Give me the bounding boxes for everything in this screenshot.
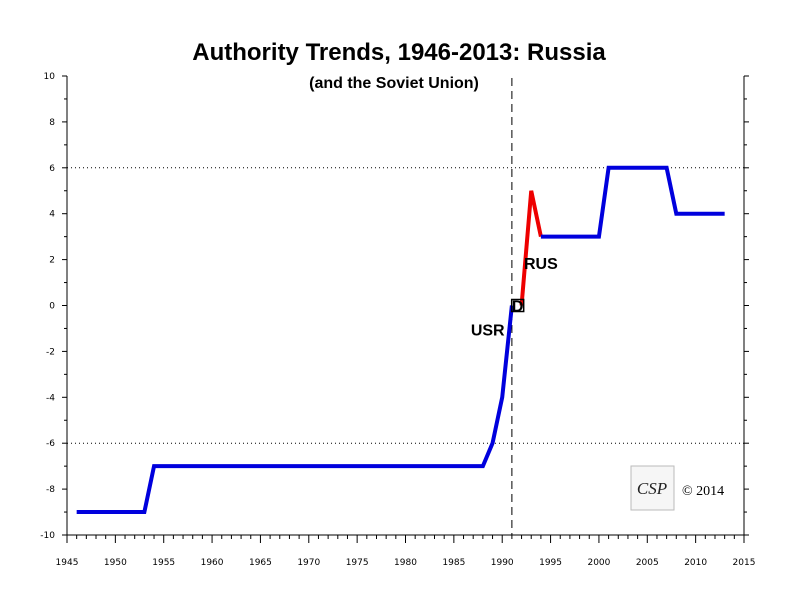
x-tick-label: 1950 [104,558,127,568]
x-tick-label: 1980 [394,558,417,568]
x-tick-label: 1955 [152,558,175,568]
x-tick-label: 1970 [297,558,320,568]
annotations: USR RUS D [471,256,558,340]
chart-subtitle: (and the Soviet Union) [309,75,479,92]
series-line-usr [76,305,514,515]
y-tick-label: -4 [46,393,55,403]
annotation-rus: RUS [524,256,558,273]
y-tick-label: -10 [40,531,55,541]
x-tick-label: 2005 [636,558,659,568]
series-layer [76,165,725,515]
x-tick-label: 1995 [539,558,562,568]
chart-title: Authority Trends, 1946-2013: Russia [192,39,606,66]
x-tick-label: 1985 [442,558,465,568]
y-tick-label: -8 [46,485,55,495]
y-tick-label: -6 [46,439,55,449]
series-line-transition [519,190,543,306]
transition-marker [510,298,525,313]
x-tick-label: 1960 [201,558,224,568]
x-tick-label: 2000 [587,558,610,568]
annotation-usr: USR [471,322,505,339]
y-tick-label: 0 [49,302,55,312]
x-tick-label: 1990 [491,558,514,568]
transition-marker-label: D [512,299,524,316]
axes: -10 -8 -6 -4 -2 0 2 4 6 8 10 1945 1950 1955 1960 1965 19… [40,72,755,568]
copyright-text: © 2014 [682,484,724,499]
y-tick-label: 10 [44,72,56,82]
y-tick-label: -2 [46,347,55,357]
y-tick-label: 4 [49,210,55,220]
x-tick-label: 2015 [733,558,756,568]
csp-logo: CSP [630,465,675,511]
y-tick-label: 2 [49,256,55,266]
y-tick-label: 8 [49,118,55,128]
series-line-rus [540,165,725,239]
x-tick-label: 1945 [56,558,79,568]
logo-text: CSP [637,479,667,498]
x-tick-label: 2010 [684,558,707,568]
x-tick-label: 1965 [249,558,272,568]
y-tick-label: 6 [49,164,55,174]
x-tick-label: 1975 [346,558,369,568]
